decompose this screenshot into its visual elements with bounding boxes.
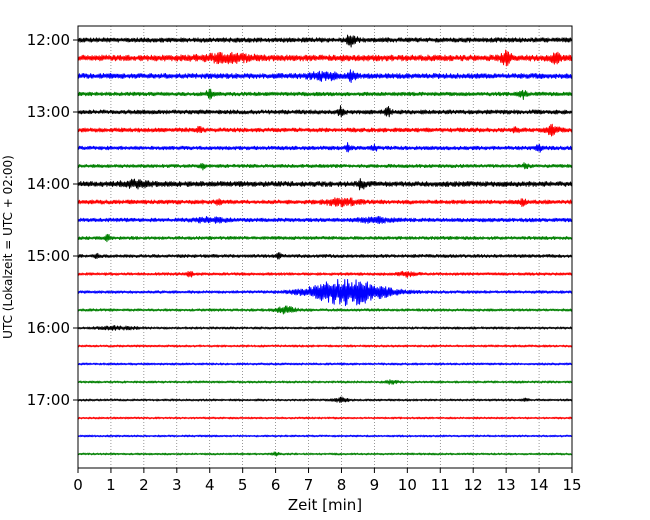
x-tick-label: 13 [497, 476, 516, 494]
trace-row-4 [77, 88, 573, 101]
trace-row-23 [77, 434, 573, 438]
x-axis: 0 1 2 3 4 5 6 7 8 9 10 11 12 13 14 15 [73, 468, 582, 494]
y-tick-label: 16:00 [27, 319, 70, 337]
x-tick-label: 11 [431, 476, 450, 494]
seismic-traces [77, 34, 573, 457]
y-tick-label: 13:00 [27, 103, 70, 121]
trace-row-5 [77, 105, 573, 118]
x-tick-label: 8 [337, 476, 347, 494]
y-tick-label: 17:00 [27, 391, 70, 409]
trace-row-2 [77, 49, 573, 67]
x-tick-label: 9 [370, 476, 380, 494]
x-tick-label: 1 [106, 476, 116, 494]
x-tick-label: 7 [304, 476, 314, 494]
x-tick-label: 10 [398, 476, 417, 494]
y-tick-label: 15:00 [27, 247, 70, 265]
x-tick-label: 5 [238, 476, 248, 494]
trace-row-10 [77, 197, 573, 208]
trace-row-15 [77, 278, 573, 307]
y-axis: 12:00 13:00 14:00 15:00 16:00 17:00 [27, 31, 78, 409]
x-tick-label: 15 [562, 476, 581, 494]
x-tick-label: 2 [139, 476, 149, 494]
trace-row-20 [77, 379, 573, 385]
trace-row-3 [77, 69, 573, 83]
trace-row-9 [77, 178, 573, 191]
trace-row-16 [77, 305, 573, 315]
trace-row-12 [77, 233, 573, 243]
trace-row-1 [77, 34, 573, 48]
trace-row-24 [77, 451, 573, 457]
x-tick-label: 3 [172, 476, 182, 494]
x-axis-label: Zeit [min] [288, 496, 362, 514]
y-tick-label: 14:00 [27, 175, 70, 193]
x-tick-label: 4 [205, 476, 215, 494]
x-tick-label: 0 [73, 476, 83, 494]
trace-row-18 [77, 344, 573, 348]
trace-row-22 [77, 416, 573, 420]
plot-frame [77, 25, 573, 469]
x-tick-label: 6 [271, 476, 281, 494]
trace-row-7 [77, 142, 573, 153]
plot-area [78, 26, 572, 468]
trace-row-21 [77, 396, 573, 403]
trace-row-11 [77, 215, 573, 225]
y-tick-label: 12:00 [27, 31, 70, 49]
x-tick-label: 14 [530, 476, 549, 494]
trace-row-17 [77, 325, 573, 331]
y-axis-label: UTC (Lokalzeit = UTC + 02:00) [1, 155, 15, 339]
trace-row-8 [77, 162, 573, 171]
trace-row-13 [77, 252, 573, 260]
trace-row-6 [77, 123, 573, 137]
trace-row-14 [77, 270, 573, 278]
trace-row-19 [77, 362, 573, 366]
x-tick-label: 12 [464, 476, 483, 494]
